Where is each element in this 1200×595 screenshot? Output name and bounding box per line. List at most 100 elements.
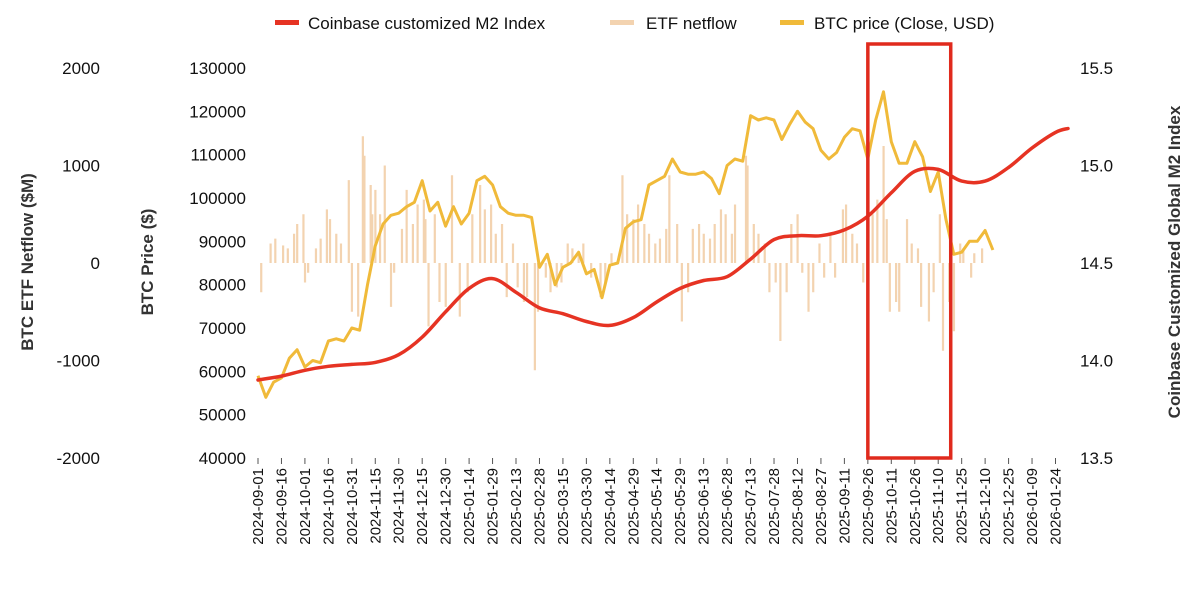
etf-netflow-bar	[632, 219, 635, 263]
etf-netflow-bar	[363, 155, 366, 263]
etf-netflow-bar	[973, 253, 976, 263]
etf-netflow-bar	[479, 185, 482, 263]
date-tick-label: 2025-07-28	[766, 468, 783, 545]
netflow-tick-label: 2000	[62, 59, 100, 78]
etf-netflow-bar	[505, 263, 508, 298]
legend-label-btc: BTC price (Close, USD)	[814, 14, 994, 33]
date-tick-label: 2026-01-09	[1024, 468, 1041, 545]
etf-netflow-bar	[746, 165, 749, 263]
etf-netflow-bar	[834, 263, 837, 278]
btc-price-layer	[256, 90, 995, 399]
etf-netflow-bar	[724, 214, 727, 263]
date-tick-labels: 2024-09-01 2024-09-16 2024-10-01 2024-10-16…	[250, 458, 1064, 545]
etf-netflow-bar	[905, 219, 909, 263]
etf-netflow-bar	[730, 233, 734, 263]
etf-netflow-bar	[768, 263, 771, 293]
price-tick-label: 50000	[199, 406, 246, 425]
price-tick-label: 110000	[191, 146, 246, 165]
date-tick-label: 2025-03-15	[555, 468, 572, 545]
etf-netflow-bar	[422, 199, 425, 263]
etf-netflow-bar	[658, 238, 662, 263]
etf-netflow-bar	[450, 175, 454, 263]
etf-netflow-bar	[818, 243, 821, 263]
date-tick-label: 2025-05-14	[649, 468, 666, 545]
etf-netflow-bar	[744, 155, 748, 263]
date-tick-label: 2025-12-10	[977, 468, 994, 545]
etf-netflow-bar	[533, 263, 536, 371]
etf-netflow-bar	[433, 214, 436, 263]
etf-netflow-bar	[876, 199, 879, 263]
date-tick-label: 2025-06-13	[696, 468, 713, 545]
etf-netflow-bar	[405, 189, 408, 263]
etf-netflow-bar	[757, 233, 760, 263]
etf-netflow-bar	[691, 228, 694, 263]
etf-netflow-bar	[525, 263, 529, 298]
etf-netflow-bar	[536, 263, 540, 312]
legend-swatch-btc	[780, 20, 804, 25]
m2-tick-label: 14.5	[1080, 254, 1113, 273]
etf-netflow-bar	[790, 224, 793, 263]
date-tick-label: 2024-10-31	[344, 468, 361, 545]
legend-item-btc[interactable]: BTC price (Close, USD)	[780, 14, 994, 33]
date-tick-label: 2025-01-14	[461, 468, 478, 545]
etf-netflow-bar	[871, 214, 874, 263]
etf-netflow-bar	[296, 224, 299, 263]
etf-netflow-bar	[702, 233, 705, 263]
date-tick-label: 2024-09-16	[273, 468, 290, 545]
etf-netflow-bar	[577, 253, 580, 263]
etf-netflow-bar	[676, 224, 679, 263]
etf-netflow-bar	[844, 204, 848, 263]
etf-netflow-bar	[932, 263, 935, 293]
etf-netflow-bar	[286, 248, 289, 263]
etf-netflow-bar	[952, 263, 956, 332]
etf-netflow-bar	[369, 185, 372, 263]
etf-netflow-bar	[361, 136, 364, 263]
etf-netflow-bar	[829, 233, 832, 263]
m2-tick-label: 13.5	[1080, 449, 1113, 468]
etf-netflow-bar	[941, 263, 945, 351]
date-tick-label: 2024-11-30	[391, 468, 408, 544]
etf-netflow-bar	[733, 204, 737, 263]
annotation-layer	[866, 42, 953, 460]
etf-netflow-bar	[371, 214, 374, 263]
date-tick-label: 2024-10-16	[320, 468, 337, 545]
date-tick-label: 2025-01-29	[485, 468, 502, 545]
legend-item-m2[interactable]: Coinbase customized M2 Index	[275, 14, 546, 33]
etf-netflow-bar	[647, 233, 651, 263]
date-tick-label: 2025-08-27	[813, 468, 830, 545]
date-tick-label: 2025-10-11	[883, 468, 900, 544]
date-tick-label: 2025-03-30	[578, 468, 595, 545]
etf-netflow-bar	[511, 243, 515, 263]
etf-netflow-bar	[916, 248, 920, 263]
etf-netflow-bar	[610, 253, 613, 263]
etf-netflow-bar	[516, 263, 519, 288]
etf-netflow-bar	[763, 243, 766, 263]
netflow-tick-labels: 2000 1000 0 -1000 -2000	[57, 59, 100, 468]
etf-netflow-bar	[471, 214, 474, 263]
etf-netflow-bar	[862, 263, 865, 283]
etf-netflow-bar	[927, 263, 931, 322]
m2-tick-label: 15.0	[1080, 157, 1113, 176]
legend-item-etf[interactable]: ETF netflow	[610, 14, 737, 33]
etf-netflow-bar	[303, 263, 307, 283]
date-tick-label: 2025-10-26	[907, 468, 924, 545]
etf-netflow-bar	[282, 245, 285, 263]
etf-netflow-bar	[910, 243, 913, 263]
etf-netflow-bar	[302, 214, 305, 263]
price-tick-label: 80000	[199, 276, 246, 295]
etf-netflow-bar	[378, 214, 382, 263]
etf-netflow-bar	[938, 214, 941, 263]
etf-netflow-bar	[424, 219, 427, 263]
etf-netflow-bar	[774, 263, 777, 283]
date-tick-label: 2025-11-10	[930, 468, 947, 544]
etf-netflow-bar	[466, 263, 469, 293]
etf-netflow-bar	[719, 209, 723, 263]
date-tick-label: 2025-04-14	[602, 468, 619, 545]
etf-netflow-bar	[752, 224, 755, 263]
etf-netflow-bar	[416, 204, 419, 263]
legend-swatch-etf	[610, 20, 634, 25]
date-tick-label: 2025-12-25	[1001, 468, 1018, 545]
etf-netflow-bar	[796, 214, 799, 263]
etf-netflow-bar	[599, 263, 602, 298]
